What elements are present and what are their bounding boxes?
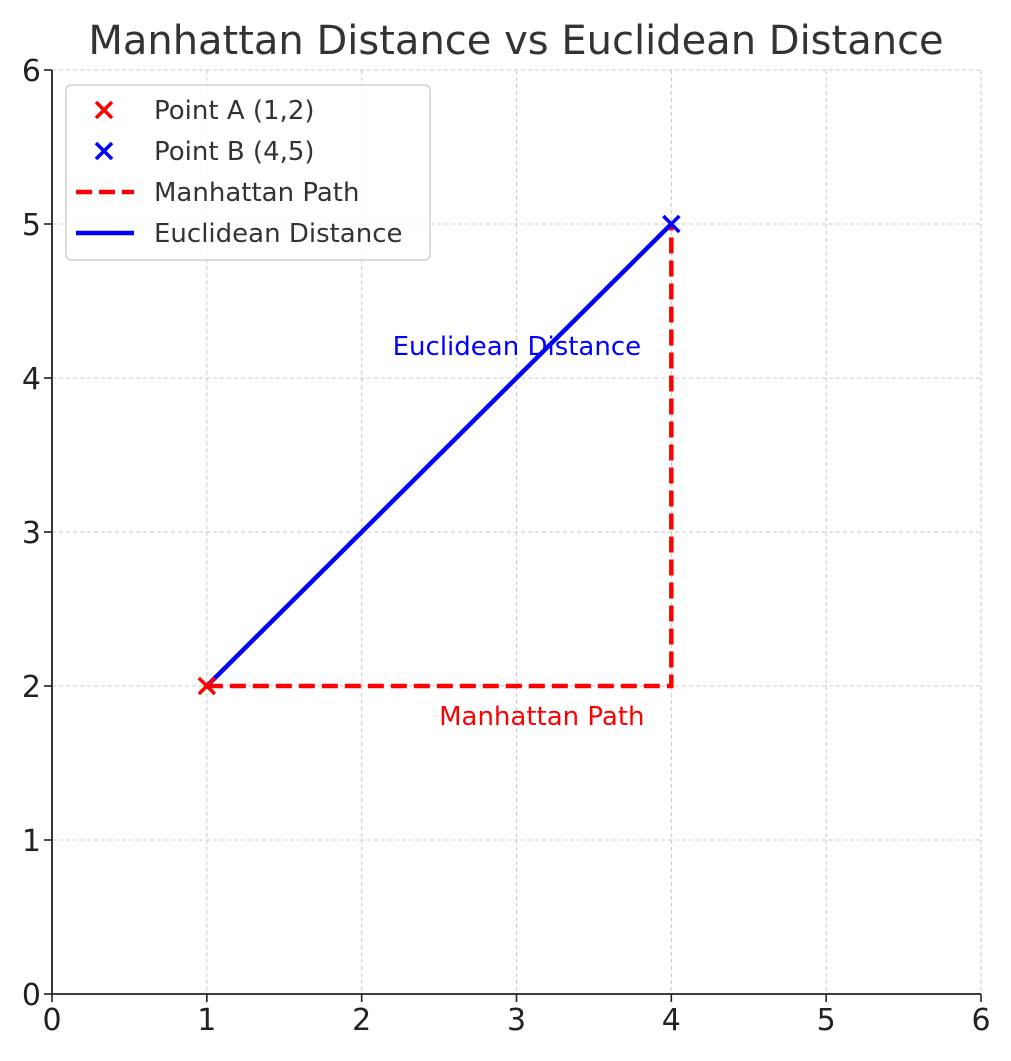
- x-marker-stroke: [662, 214, 681, 234]
- x-tick-label: 0: [42, 1003, 61, 1038]
- series-manhattan-path: [206, 224, 674, 689]
- legend-label: Euclidean Distance: [154, 219, 403, 249]
- y-tick-label: 4: [22, 362, 41, 397]
- legend-marker: [94, 100, 114, 120]
- legend-box: [65, 84, 431, 261]
- legend: Point A (1,2) Point B (4,5) Manhattan Path…: [65, 84, 431, 261]
- marks: Euclidean Distance Manhattan Path: [197, 214, 681, 732]
- x-tick-label: 3: [507, 1003, 526, 1038]
- y-tick-label: 2: [22, 670, 41, 705]
- y-tick-label: 0: [22, 978, 41, 1013]
- annotation: Euclidean Distance: [393, 332, 642, 362]
- legend-label: Manhattan Path: [154, 178, 359, 208]
- x-tick-label: 2: [352, 1003, 371, 1038]
- x-marker-stroke: [94, 141, 114, 161]
- legend-label: Point B (4,5): [154, 137, 315, 167]
- series-euclidean-distance: [205, 222, 673, 688]
- y-tick-label: 6: [22, 54, 41, 89]
- legend-marker: [94, 141, 114, 161]
- x-marker-stroke: [197, 676, 217, 696]
- y-tick-label: 1: [22, 824, 41, 859]
- point-marker: [197, 676, 217, 696]
- x-tick-label: 1: [197, 1003, 216, 1038]
- chart-title: Manhattan Distance vs Euclidean Distance: [88, 18, 943, 64]
- y-tick-label: 5: [22, 208, 41, 243]
- y-tick-label: 3: [22, 516, 41, 551]
- x-tick-label: 4: [662, 1003, 681, 1038]
- axes: 0 1 2 3 4 5 6 0 1 2 3 4 5 6: [22, 54, 991, 1038]
- x-marker-stroke: [94, 100, 114, 120]
- x-tick-label: 5: [817, 1003, 836, 1038]
- point-marker: [662, 214, 681, 234]
- annotation: Manhattan Path: [439, 702, 644, 732]
- legend-label: Point A (1,2): [154, 96, 315, 126]
- x-tick-label: 6: [971, 1003, 990, 1038]
